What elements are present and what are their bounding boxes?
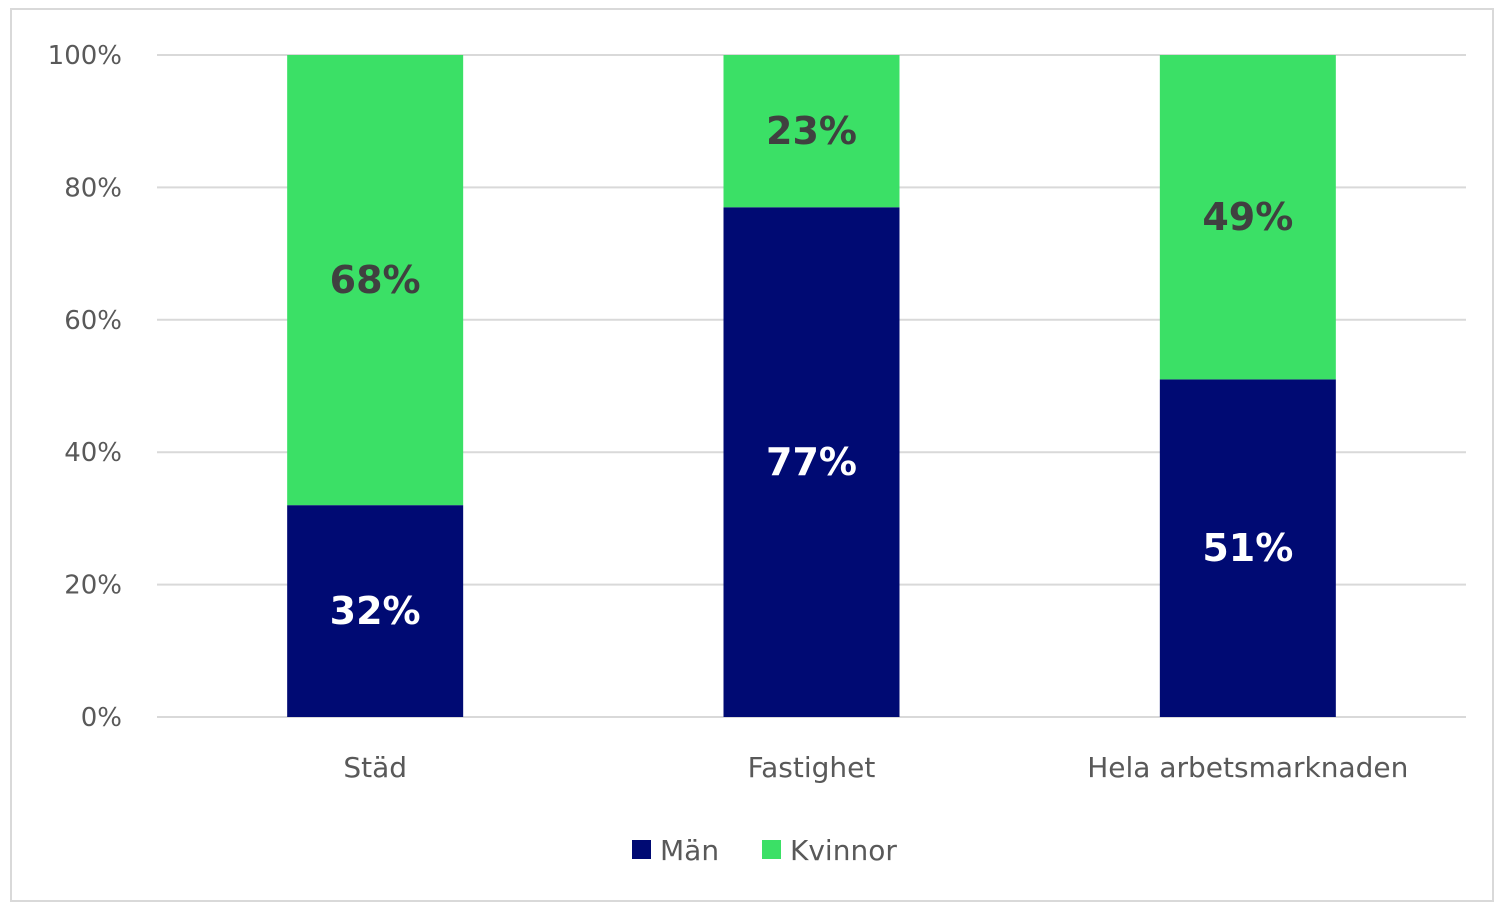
legend-swatch xyxy=(762,840,781,859)
data-label: 51% xyxy=(1202,526,1293,570)
x-tick-label: Städ xyxy=(343,751,407,784)
bar-man xyxy=(1159,379,1336,717)
bar-man xyxy=(287,505,464,717)
data-label: 32% xyxy=(330,589,421,633)
data-labels: 32% 68% 77% 23% 51% 49% xyxy=(330,109,1294,633)
legend-label: Kvinnor xyxy=(790,834,897,867)
y-tick-label: 20% xyxy=(64,571,122,601)
data-label: 68% xyxy=(330,258,421,302)
data-label: 77% xyxy=(766,440,857,484)
bar-kvinnor xyxy=(1159,55,1336,380)
data-label: 49% xyxy=(1202,195,1293,239)
bar-man xyxy=(723,207,900,717)
data-label: 23% xyxy=(766,109,857,153)
y-tick-label: 0% xyxy=(81,703,122,733)
legend: Män Kvinnor xyxy=(632,834,897,867)
y-tick-label: 40% xyxy=(64,438,122,468)
legend-label: Män xyxy=(660,834,719,867)
y-tick-label: 60% xyxy=(64,306,122,336)
y-tick-label: 80% xyxy=(64,173,122,203)
y-tick-label: 100% xyxy=(48,41,122,71)
bar-kvinnor xyxy=(287,55,464,506)
bars xyxy=(287,55,1336,717)
x-axis: Städ Fastighet Hela arbetsmarknaden xyxy=(343,751,1408,784)
bar-kvinnor xyxy=(723,55,900,208)
x-tick-label: Hela arbetsmarknaden xyxy=(1087,751,1408,784)
x-tick-label: Fastighet xyxy=(748,751,876,784)
y-axis: 0% 20% 40% 60% 80% 100% xyxy=(48,41,122,733)
legend-swatch xyxy=(632,840,651,859)
